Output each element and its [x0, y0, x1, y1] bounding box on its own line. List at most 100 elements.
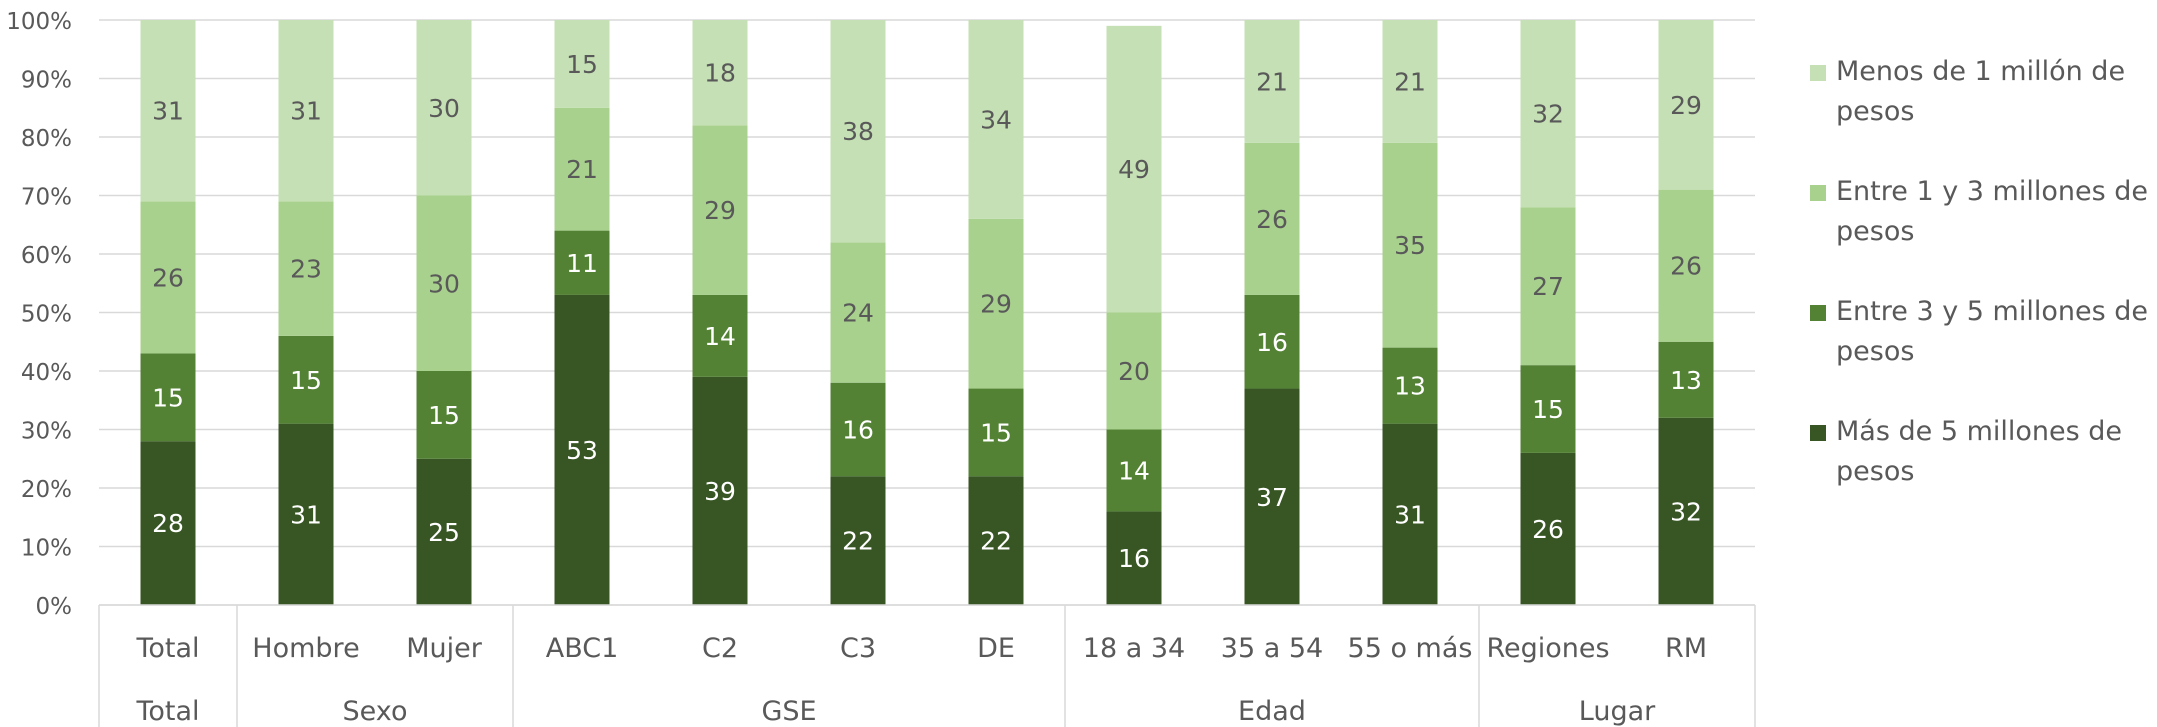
data-label: 16	[1118, 544, 1150, 573]
category-label: Total	[135, 633, 199, 664]
legend-item: Entre 1 y 3 millones de pesos	[1808, 172, 2148, 292]
y-tick-label: 0%	[36, 594, 73, 620]
data-label: 15	[152, 383, 184, 412]
category-label: 18 a 34	[1083, 633, 1185, 664]
bar-segment	[278, 20, 334, 202]
data-label: 18	[704, 59, 736, 88]
bar-segment	[1244, 142, 1300, 295]
legend-label: Entre 3 y 5 millones de pesos	[1836, 296, 2148, 367]
data-label: 20	[1118, 357, 1150, 386]
data-label: 32	[1670, 497, 1702, 526]
bar-segment	[692, 20, 748, 126]
data-label: 29	[704, 196, 736, 225]
data-label: 49	[1118, 155, 1150, 184]
bar-segment	[830, 382, 886, 477]
bar-segment	[278, 335, 334, 424]
bar-segment	[1382, 347, 1438, 424]
y-tick-label: 100%	[6, 9, 72, 35]
data-label: 30	[428, 269, 460, 298]
data-label: 15	[566, 50, 598, 79]
bar-segment	[278, 423, 334, 605]
data-label: 26	[152, 263, 184, 292]
legend-item: Más de 5 millones de pesos	[1808, 412, 2148, 532]
y-tick-label: 40%	[21, 360, 72, 386]
bar-segment	[692, 294, 748, 377]
bar-segment	[416, 458, 472, 605]
bar-segment	[554, 294, 610, 605]
bar-segment	[554, 107, 610, 231]
data-label: 15	[290, 366, 322, 395]
data-label: 26	[1256, 205, 1288, 234]
category-label: ABC1	[546, 633, 619, 664]
group-label: Lugar	[1579, 696, 1656, 727]
category-label: DE	[977, 633, 1015, 664]
y-tick-label: 70%	[21, 185, 72, 211]
bar-segment	[968, 218, 1024, 389]
bar-segment	[968, 20, 1024, 219]
data-label: 21	[1256, 67, 1288, 96]
x-axis: Total Hombre Mujer ABC1 C2 C3 DE 18 a 34 35 a 54…	[98, 604, 1756, 727]
category-label: 35 a 54	[1221, 633, 1323, 664]
bar-segment	[1244, 388, 1300, 605]
bar-segment	[278, 201, 334, 336]
bar-segment	[1244, 294, 1300, 389]
y-tick-label: 30%	[21, 419, 72, 445]
data-label: 38	[842, 117, 874, 146]
group-label: Edad	[1238, 696, 1306, 727]
bar-segment	[140, 20, 196, 202]
legend-swatch	[1810, 305, 1826, 321]
data-label: 34	[980, 105, 1012, 134]
gridlines	[99, 19, 1755, 606]
data-label: 14	[704, 322, 736, 351]
data-label: 27	[1532, 272, 1564, 301]
legend-label: Entre 1 y 3 millones de pesos	[1836, 176, 2148, 247]
category-label: C3	[840, 633, 876, 664]
data-label: 16	[842, 416, 874, 445]
data-label: 13	[1394, 372, 1426, 401]
bars: 28 15 26 31 31 15 23 31 25 15 30 30 53 11 21 15 39 14 29 18…	[140, 20, 1714, 605]
category-label: 55 o más	[1348, 633, 1473, 664]
legend-label: Más de 5 millones de pesos	[1836, 416, 2123, 487]
data-label: 22	[980, 527, 1012, 556]
bar-segment	[1382, 142, 1438, 348]
data-label: 23	[290, 255, 322, 284]
y-tick-label: 60%	[21, 243, 72, 269]
group-label: Sexo	[343, 696, 408, 727]
category-label: Hombre	[252, 633, 359, 664]
bar-segment	[1520, 452, 1576, 605]
legend: Menos de 1 millón de pesos Entre 1 y 3 mi…	[1808, 52, 2148, 532]
bar-segment	[140, 441, 196, 605]
bar-segment	[1382, 20, 1438, 143]
data-label: 21	[1394, 67, 1426, 96]
bar-segment	[1106, 25, 1162, 313]
data-label: 31	[290, 97, 322, 126]
data-label: 53	[566, 436, 598, 465]
data-label: 29	[980, 290, 1012, 319]
bar-segment	[416, 195, 472, 371]
legend-swatch	[1810, 425, 1826, 441]
bar-segment	[1520, 365, 1576, 453]
category-label: Mujer	[406, 633, 483, 664]
bar-segment	[692, 376, 748, 605]
y-tick-label: 90%	[21, 68, 72, 94]
bar-segment	[554, 20, 610, 108]
y-tick-label: 10%	[21, 536, 72, 562]
bar-segment	[1382, 423, 1438, 605]
bar-segment	[830, 476, 886, 605]
data-label: 25	[428, 518, 460, 547]
bar-segment	[830, 20, 886, 243]
legend-item: Entre 3 y 5 millones de pesos	[1808, 292, 2148, 412]
data-label: 30	[428, 94, 460, 123]
data-label: 31	[152, 97, 184, 126]
data-label: 28	[152, 509, 184, 538]
bar-segment	[1658, 417, 1714, 605]
data-label: 26	[1532, 515, 1564, 544]
category-label: C2	[702, 633, 738, 664]
bar-segment	[1106, 312, 1162, 430]
bar-segment	[1658, 341, 1714, 418]
bar-segment	[692, 125, 748, 295]
bar-segment	[140, 353, 196, 442]
bar-segment	[416, 20, 472, 196]
data-label: 37	[1256, 483, 1288, 512]
bar-segment	[1520, 207, 1576, 366]
